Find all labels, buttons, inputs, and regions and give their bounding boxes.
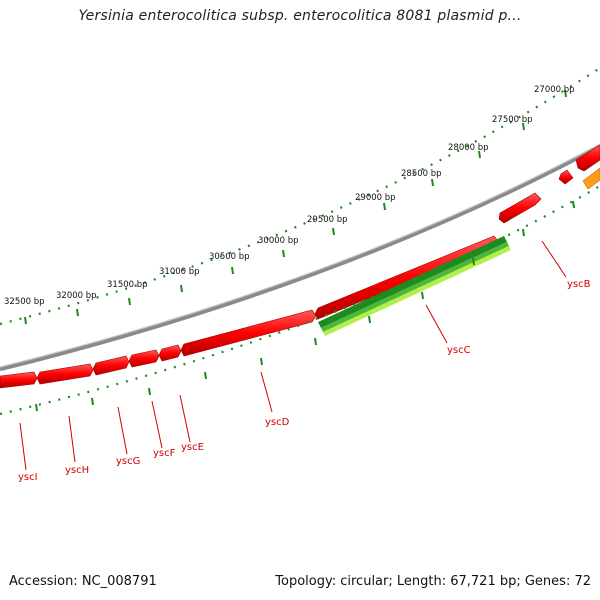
outer-major-ticks [24,89,567,325]
feature-orange [582,167,600,190]
position-tick-label: 28000 bp [448,143,489,153]
gene-green-dark [318,236,507,328]
position-tick-label: 31000 bp [159,267,200,277]
gene-callout-line [541,240,567,278]
position-tick-label: 29000 bp [355,193,396,203]
position-tick-label: 27000 bp [534,85,575,95]
gene-label-yscI[interactable]: yscI [18,472,38,483]
cds-arrow [128,349,160,368]
gene-callout-line [425,304,448,344]
position-tick-label: 31500 bp [107,280,148,290]
gene-callouts: yscB yscC yscD yscE yscF yscG yscH yscI [18,240,591,483]
cds-arrow [558,169,574,185]
gene-label-yscC[interactable]: yscC [447,345,471,356]
position-tick-label: 29500 bp [307,215,348,225]
cds-arrow [575,144,600,172]
position-tick-label: 32000 bp [56,291,97,301]
gene-callout-line [179,394,191,443]
position-tick-labels: 27000 bp 27500 bp 28000 bp 28500 bp 29000 bp… [4,85,575,307]
accession-text: Accession: NC_008791 [9,574,157,589]
position-tick-label: 27500 bp [492,115,533,125]
gene-label-yscF[interactable]: yscF [153,448,176,459]
gene-callout-line [260,371,273,413]
cds-arrow [498,192,542,224]
map-title: Yersinia enterocolitica subsp. enterocol… [78,8,522,24]
gene-callout-line [117,406,128,455]
cds-arrow [314,235,499,320]
plasmid-backbone-highlight [0,143,600,368]
gene-callout-line [68,415,76,463]
cds-arrow [158,344,182,362]
gene-label-yscG[interactable]: yscG [116,456,140,467]
gene-label-yscB[interactable]: yscB [567,279,591,290]
gene-label-yscE[interactable]: yscE [181,442,204,453]
position-tick-label: 30000 bp [258,236,299,246]
cds-arrow [0,371,38,389]
plasmid-backbone [0,144,600,372]
gene-green-mid [321,242,509,332]
position-tick-label: 30500 bp [209,252,250,262]
cds-track [0,144,600,389]
position-tick-label: 28500 bp [401,169,442,179]
outer-tick-ring [0,67,600,326]
gene-callout-line [19,422,27,471]
cds-arrow [180,309,317,357]
gene-callout-line [151,400,163,449]
gene-green-light [323,246,511,336]
cds-arrow [36,363,94,385]
inner-major-ticks [35,200,575,412]
position-tick-label: 32500 bp [4,297,45,307]
cds-arrow [92,355,130,376]
gene-label-yscH[interactable]: yscH [65,465,89,476]
topology-summary-text: Topology: circular; Length: 67,721 bp; G… [275,574,591,589]
gene-label-yscD[interactable]: yscD [265,417,290,428]
